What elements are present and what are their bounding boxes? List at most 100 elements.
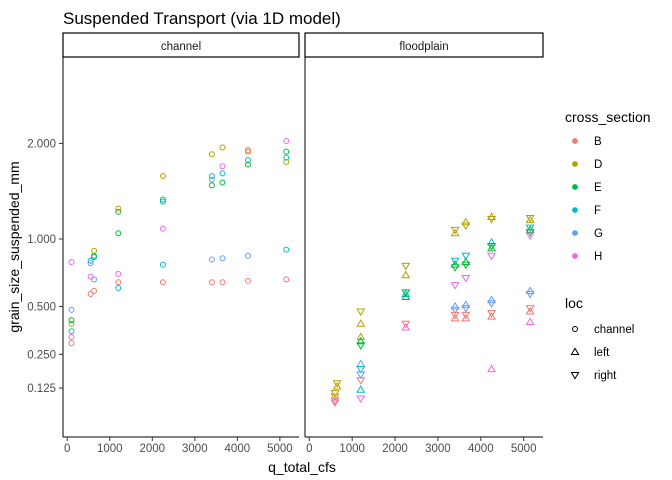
legend-label-D: D	[594, 159, 602, 171]
legend-key-F	[572, 207, 578, 213]
panel-floodplain: floodplain 0 1000 2000 3000 4000 5000	[304, 32, 544, 455]
data-point	[461, 313, 471, 322]
legend-key-left	[570, 347, 580, 356]
data-point	[159, 196, 166, 203]
y-tick-label: 0.250	[27, 349, 56, 361]
data-point	[461, 305, 471, 313]
data-point	[159, 225, 166, 232]
data-point	[68, 340, 75, 347]
data-point	[450, 306, 460, 315]
data-point	[487, 312, 497, 320]
panel-channel: channel 0 1000 2000 3000 4000 5000	[62, 32, 300, 455]
data-point	[525, 215, 535, 224]
axes-floodplain: 0 1000 2000 3000 4000 5000	[304, 57, 543, 455]
data-point	[283, 148, 290, 155]
strip-label-channel: channel	[161, 41, 201, 53]
chart-title: Suspended Transport (via 1D model)	[63, 9, 341, 28]
data-point	[208, 256, 215, 263]
data-point	[68, 328, 75, 335]
y-axis-title: grain_size_suspended_mm	[6, 161, 22, 332]
legend-label-channel: channel	[594, 324, 634, 336]
data-point	[115, 205, 122, 212]
data-point	[401, 320, 411, 329]
data-point	[356, 342, 366, 350]
x-tick-label: 4000	[468, 443, 494, 455]
legend-label-left: left	[594, 347, 610, 359]
y-tick-label: 0.125	[27, 383, 56, 395]
data-point	[219, 144, 226, 151]
data-point	[283, 154, 290, 161]
data-point	[208, 176, 215, 183]
data-point	[450, 282, 460, 290]
x-tick-label: 0	[64, 443, 70, 455]
data-point	[356, 385, 366, 393]
data-point	[450, 311, 460, 320]
data-point	[244, 161, 251, 168]
data-point	[87, 257, 94, 264]
data-point	[401, 322, 411, 331]
data-point	[330, 390, 340, 398]
data-point	[68, 334, 75, 341]
data-point	[525, 232, 535, 241]
data-point	[332, 381, 342, 390]
points-channel	[68, 137, 290, 347]
x-tick-label: 0	[306, 443, 312, 455]
data-point	[487, 252, 497, 261]
legend-key-E	[572, 184, 578, 190]
data-point	[283, 137, 290, 144]
legend-key-B	[572, 138, 578, 144]
data-point	[487, 243, 497, 252]
data-point	[115, 270, 122, 277]
x-tick-label: 5000	[511, 443, 537, 455]
data-point	[219, 163, 226, 170]
data-point	[332, 380, 342, 388]
data-point	[450, 257, 460, 266]
data-point	[356, 366, 366, 374]
data-point	[525, 224, 535, 233]
data-point	[91, 247, 98, 254]
data-point	[525, 306, 535, 315]
legend-key-D	[572, 161, 578, 167]
data-point	[450, 313, 460, 322]
data-point	[330, 399, 340, 407]
points-floodplain	[330, 212, 535, 407]
data-point	[330, 397, 340, 406]
data-point	[219, 279, 226, 286]
x-tick-label: 1000	[97, 443, 123, 455]
legend-label-F: F	[594, 205, 601, 217]
strip-label-floodplain: floodplain	[399, 41, 448, 53]
legend-label-E: E	[594, 182, 602, 194]
data-point	[356, 308, 366, 317]
legend-label-B: B	[594, 136, 602, 148]
legend-label-right: right	[594, 370, 617, 382]
data-point	[283, 158, 290, 165]
strip-floodplain	[304, 32, 544, 58]
data-point	[219, 170, 226, 177]
data-point	[356, 359, 366, 367]
data-point	[450, 228, 460, 237]
legend-key-G	[572, 230, 578, 236]
data-point	[461, 217, 471, 226]
data-point	[244, 252, 251, 259]
data-point	[450, 264, 460, 272]
y-tick-label: 1.000	[27, 234, 56, 246]
x-tick-label: 4000	[225, 443, 251, 455]
data-point	[91, 276, 98, 283]
data-point	[450, 301, 460, 310]
data-point	[87, 260, 94, 267]
legend-title-cross-section: cross_section	[565, 109, 651, 125]
x-tick-label: 1000	[339, 443, 365, 455]
data-point	[487, 364, 497, 373]
data-point	[87, 273, 94, 280]
data-point	[283, 276, 290, 283]
data-point	[159, 198, 166, 205]
y-tick-label: 2.000	[27, 138, 56, 150]
data-point	[401, 270, 411, 279]
data-point	[356, 377, 366, 385]
data-point	[68, 306, 75, 313]
data-point	[115, 284, 122, 291]
data-point	[487, 242, 497, 251]
data-point	[283, 246, 290, 253]
data-point	[244, 147, 251, 154]
